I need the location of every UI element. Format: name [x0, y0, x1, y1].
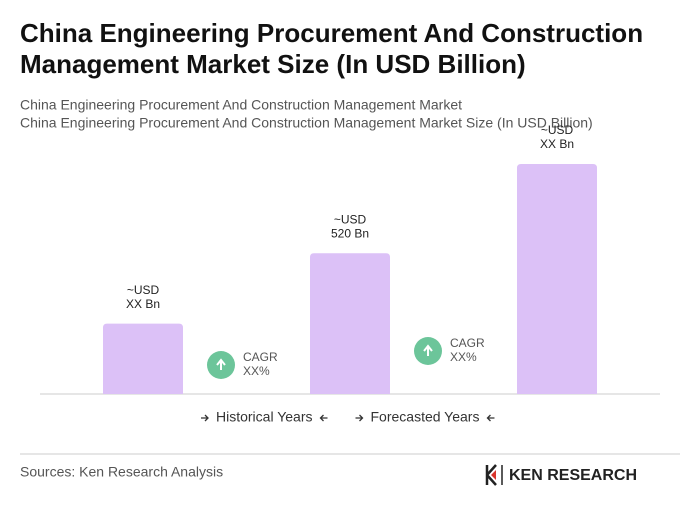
value-label: ~USD [127, 283, 160, 297]
legend-arrow [201, 414, 209, 422]
cagr-title: CAGR [243, 350, 278, 364]
cagr-arrow [423, 344, 433, 356]
legend-arrow [486, 414, 495, 422]
value-label: XX Bn [126, 297, 160, 311]
bar [103, 323, 183, 394]
legend-arrow [319, 414, 328, 422]
logo-icon [485, 464, 503, 486]
subtitle: China Engineering Procurement And Constr… [20, 97, 462, 113]
cagr-title: CAGR [450, 336, 485, 350]
legend-label: Historical Years [216, 409, 313, 425]
cagr-text: XX% [243, 364, 270, 378]
bar [517, 164, 597, 394]
bar [310, 253, 390, 394]
cagr-arrow [216, 358, 226, 370]
cagr-text: XX% [450, 350, 477, 364]
legend-arrow [355, 414, 364, 422]
legend-label: Forecasted Years [371, 409, 480, 425]
source: Sources: Ken Research Analysis [20, 464, 223, 480]
value-label: ~USD [541, 123, 574, 137]
chart-title: China Engineering Procurement And Constr… [20, 18, 644, 79]
value-label: 520 Bn [331, 226, 369, 240]
subtitle: China Engineering Procurement And Constr… [20, 115, 593, 131]
value-label: ~USD [334, 212, 367, 226]
value-label: XX Bn [540, 137, 574, 151]
brand: KEN RESEARCH [509, 467, 637, 484]
